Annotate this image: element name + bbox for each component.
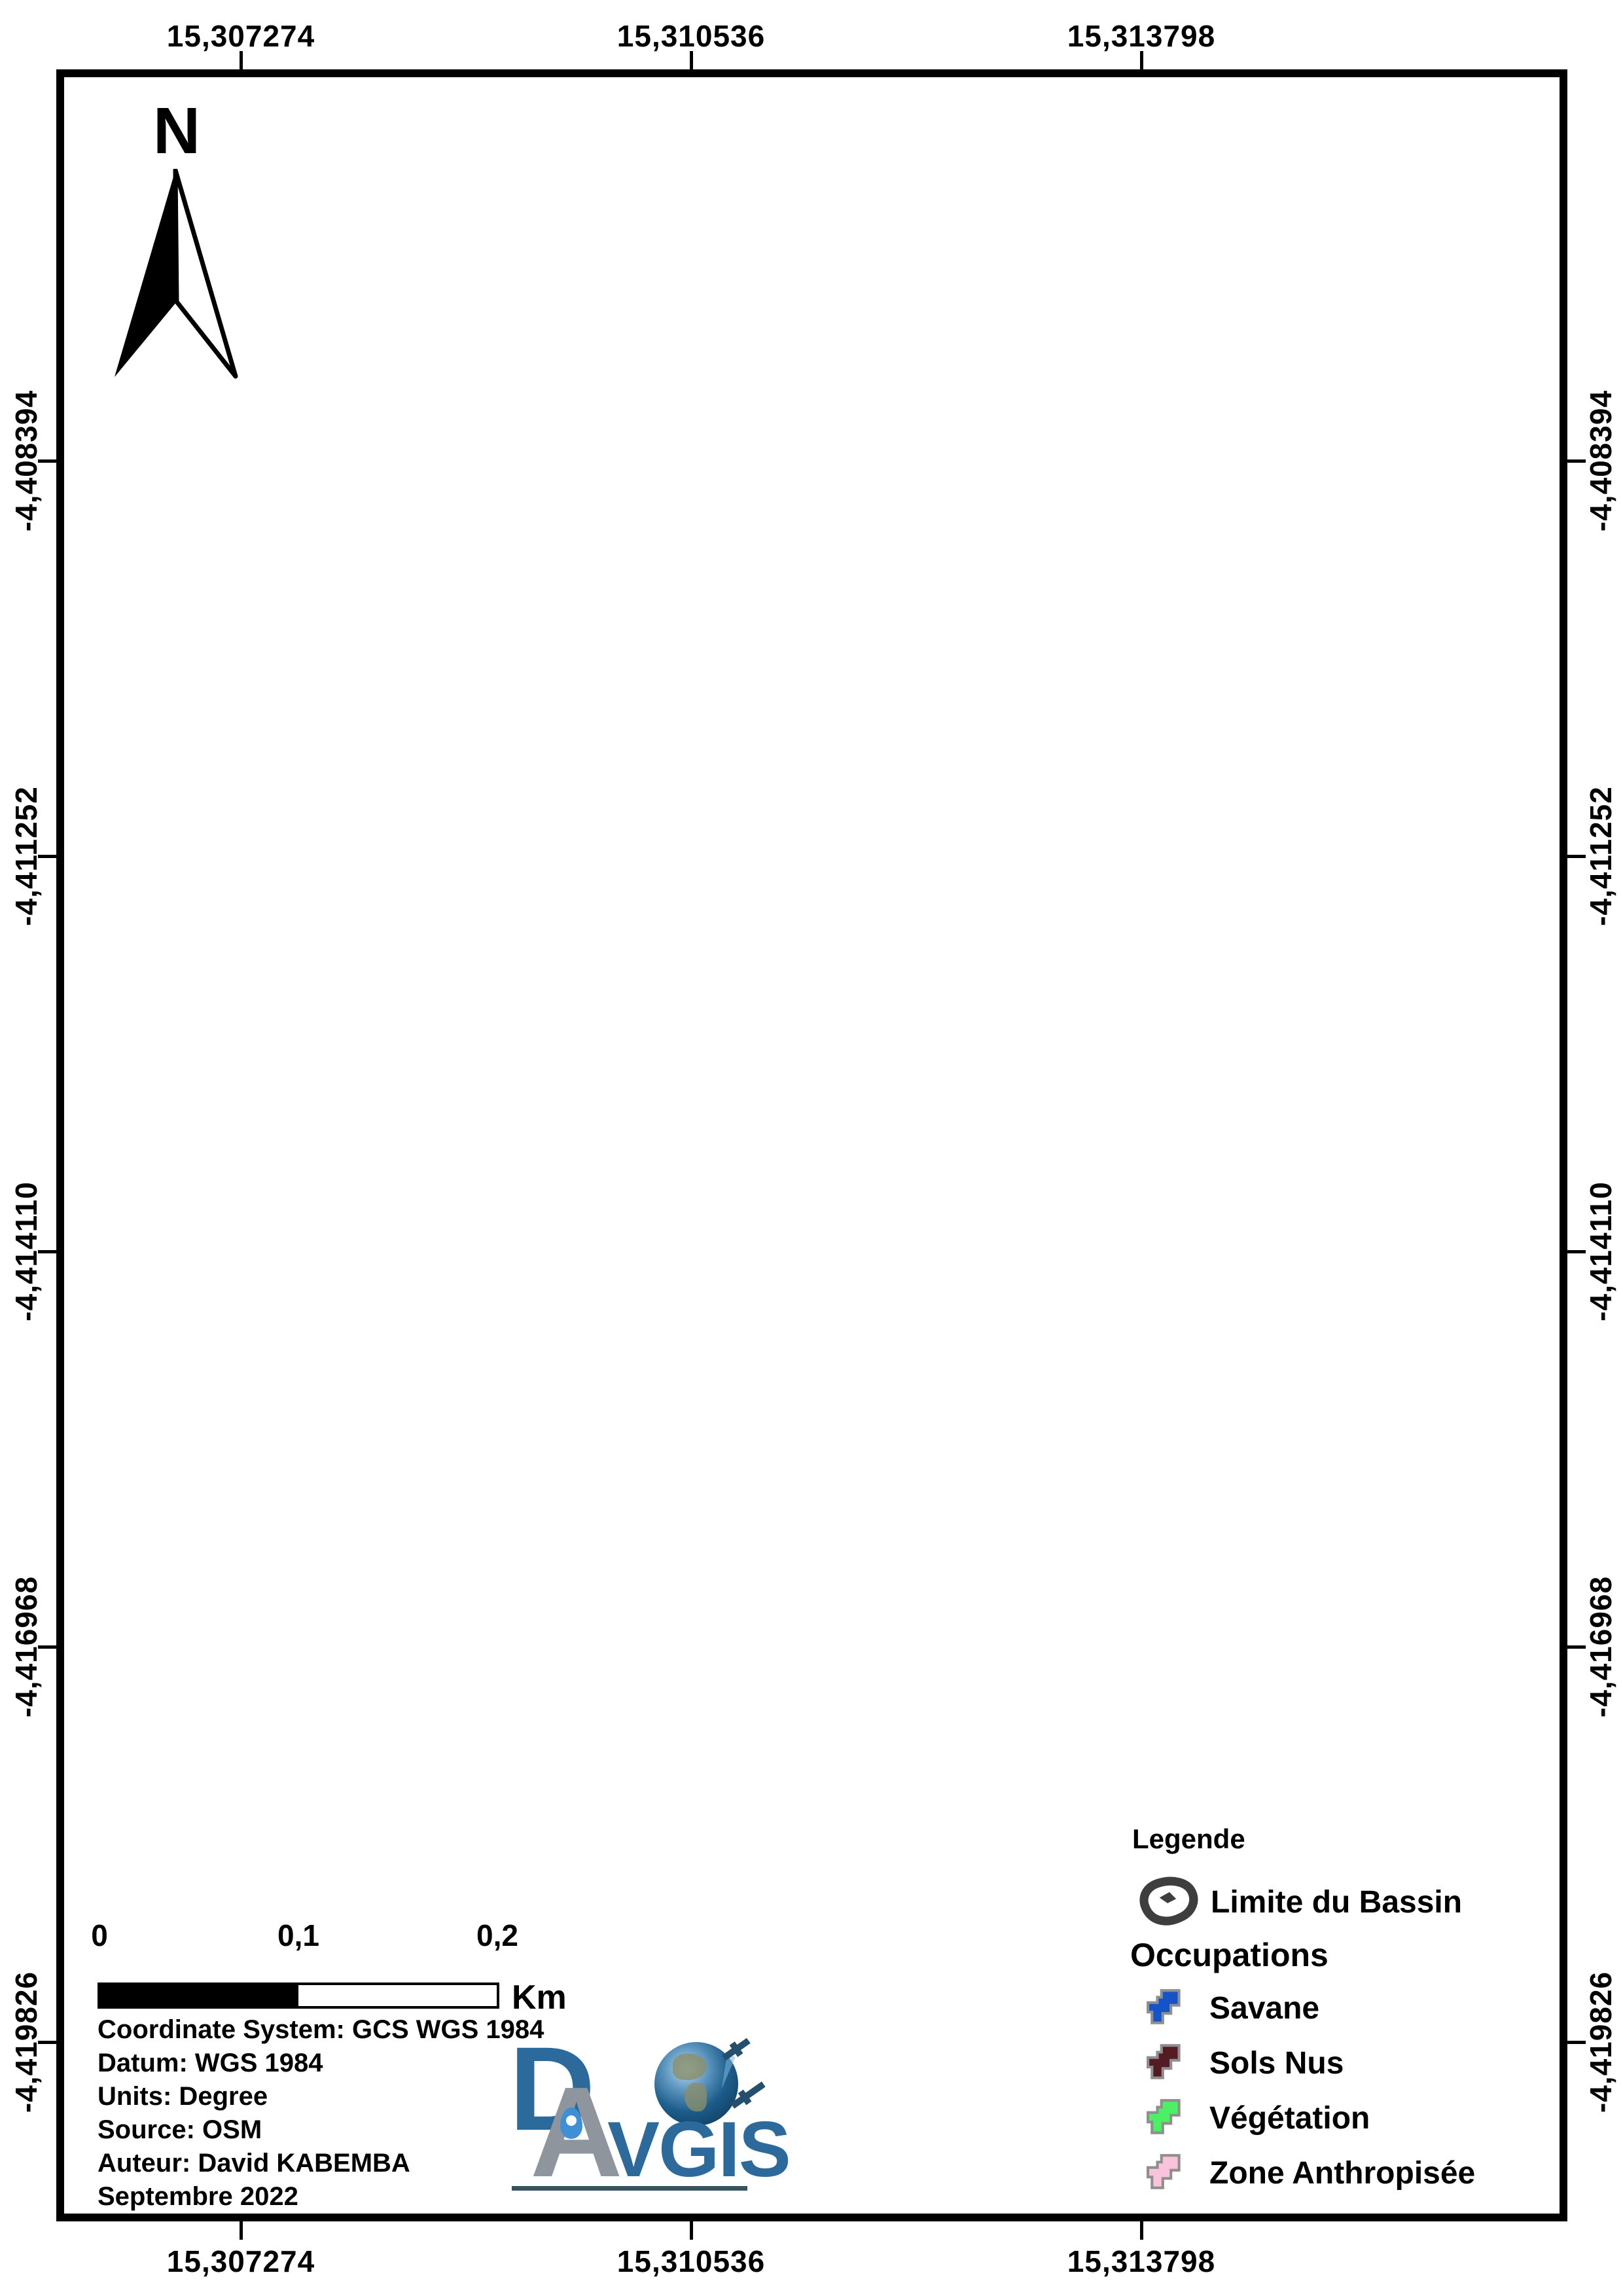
- zone-anthropisee-swatch-icon: [1147, 2154, 1181, 2189]
- info-source: Source: OSM: [98, 2115, 262, 2144]
- coord-label-left-5: -4,419826: [9, 1971, 43, 2113]
- coord-label-left-2: -4,411252: [9, 786, 43, 926]
- tick-right-5: [1567, 2041, 1586, 2044]
- scalebar-label-0: 0: [91, 1918, 108, 1952]
- coord-label-top-2: 15,310536: [616, 19, 766, 53]
- info-datum: Datum: WGS 1984: [98, 2049, 323, 2077]
- legend-vegetation-label: Végétation: [1209, 2100, 1370, 2136]
- savane-swatch-icon: [1147, 1989, 1181, 2024]
- vegetation-swatch-icon: [1147, 2099, 1181, 2134]
- coord-label-top-3: 15,313798: [1067, 19, 1216, 53]
- north-arrow-icon: [115, 168, 238, 379]
- tick-right-2: [1567, 855, 1586, 858]
- map-metadata-block: Coordinate System: GCS WGS 1984 Datum: W…: [98, 2013, 544, 2214]
- coord-label-left-3: -4,414110: [9, 1181, 43, 1321]
- legend-savane-label: Savane: [1209, 1990, 1320, 2026]
- legend-row-savane: Savane: [1147, 1987, 1319, 2029]
- coord-label-right-2: -4,411252: [1584, 786, 1618, 926]
- sols-nus-swatch-icon: [1147, 2044, 1181, 2079]
- tick-left-4: [38, 1645, 56, 1649]
- logo-underline: [512, 2186, 747, 2191]
- legend-row-zone-anthropisee: Zone Anthropisée: [1147, 2152, 1475, 2194]
- legend-limite-label: Limite du Bassin: [1211, 1884, 1463, 1920]
- tick-right-3: [1567, 1250, 1586, 1253]
- basin-limit-icon: [1139, 1876, 1198, 1926]
- coord-label-bottom-1: 15,307274: [166, 2244, 315, 2278]
- scalebar-label-0-2: 0,2: [476, 1918, 518, 1952]
- coord-label-left-1: -4,408394: [9, 389, 43, 532]
- coord-label-right-4: -4,416968: [1584, 1575, 1618, 1718]
- coord-label-left-4: -4,416968: [9, 1575, 43, 1718]
- scalebar-filled-half: [100, 1985, 298, 2006]
- scalebar-label-0-1: 0,1: [277, 1918, 319, 1952]
- tick-bottom-3: [1140, 2221, 1143, 2240]
- coord-label-right-1: -4,408394: [1584, 389, 1618, 532]
- legend-row-sols-nus: Sols Nus: [1147, 2042, 1344, 2084]
- tick-bottom-1: [240, 2221, 243, 2240]
- map-neatline-frame: [56, 69, 1567, 2221]
- legend-zone-anthropisee-label: Zone Anthropisée: [1209, 2155, 1476, 2191]
- tick-bottom-2: [690, 2221, 693, 2240]
- legend-title: Legende: [1132, 1823, 1245, 1854]
- info-author: Auteur: David KABEMBA: [98, 2149, 410, 2178]
- scalebar-unit: Km: [512, 1979, 567, 2017]
- north-arrow: N: [111, 98, 242, 388]
- tick-left-3: [38, 1250, 56, 1253]
- coord-label-right-3: -4,414110: [1584, 1181, 1618, 1321]
- coord-label-right-5: -4,419826: [1584, 1971, 1618, 2113]
- tick-right-1: [1567, 459, 1586, 463]
- coord-label-bottom-3: 15,313798: [1067, 2244, 1216, 2278]
- tick-left-2: [38, 855, 56, 858]
- logo-letters-vgis: VGIS: [607, 2106, 791, 2193]
- north-letter: N: [152, 94, 201, 168]
- davgis-logo: D A VGIS: [504, 2029, 791, 2197]
- location-pin-icon: [560, 2108, 582, 2139]
- scalebar: [98, 1982, 499, 2009]
- coord-label-top-1: 15,307274: [166, 19, 315, 53]
- legend-sols-nus-label: Sols Nus: [1209, 2045, 1344, 2081]
- tick-left-1: [38, 459, 56, 463]
- tick-top-2: [690, 51, 693, 69]
- tick-top-3: [1140, 51, 1143, 69]
- tick-top-1: [240, 51, 243, 69]
- legend-occupations-header: Occupations: [1130, 1937, 1329, 1973]
- tick-right-4: [1567, 1645, 1586, 1649]
- satellite-icon: [722, 2037, 751, 2061]
- legend-row-limite: Limite du Bassin: [1133, 1873, 1462, 1931]
- tick-left-5: [38, 2041, 56, 2044]
- info-coordinate-system: Coordinate System: GCS WGS 1984: [98, 2015, 544, 2044]
- info-date: Septembre 2022: [98, 2182, 298, 2211]
- info-units: Units: Degree: [98, 2082, 268, 2111]
- legend-row-vegetation: Végétation: [1147, 2097, 1370, 2139]
- coord-label-bottom-2: 15,310536: [616, 2244, 766, 2278]
